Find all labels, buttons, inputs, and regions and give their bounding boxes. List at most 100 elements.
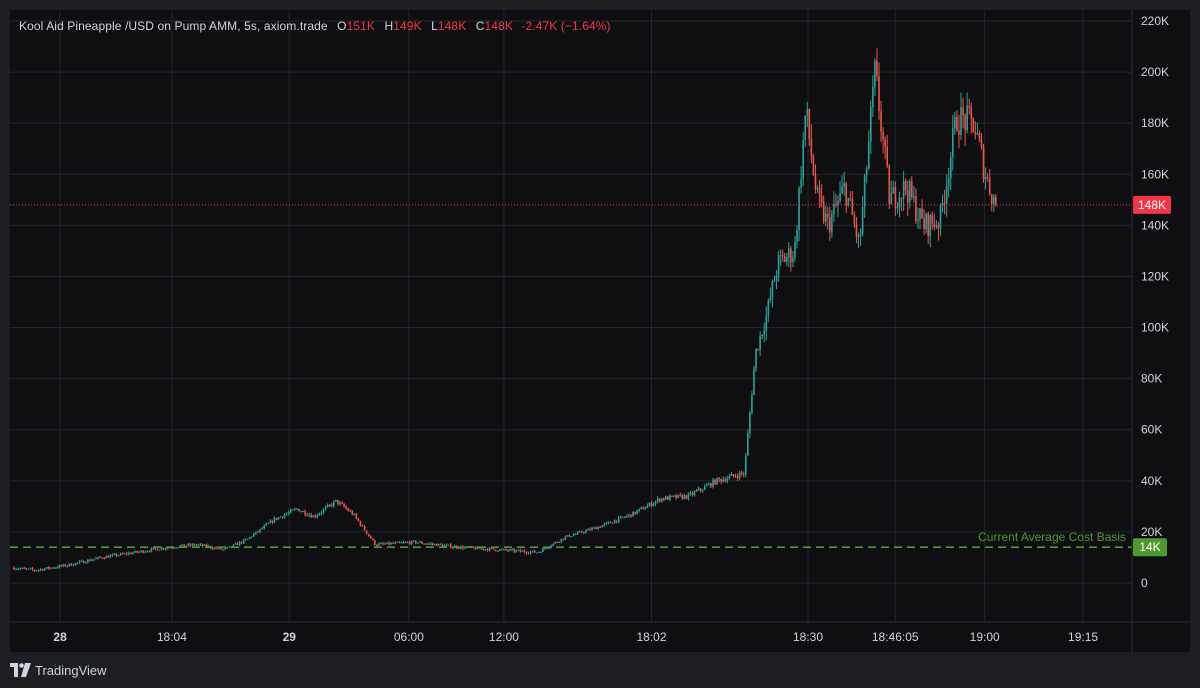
- candle-body: [353, 514, 356, 516]
- candle-body: [572, 534, 575, 537]
- y-tick-label: 220K: [1141, 14, 1169, 28]
- candle-body: [214, 547, 216, 549]
- candle-body: [816, 188, 819, 190]
- cost-basis-badge: [1133, 538, 1167, 557]
- open-value: 151K: [346, 19, 375, 33]
- y-tick-label: 60K: [1141, 423, 1162, 437]
- candle-body: [382, 543, 384, 545]
- candle-body: [896, 207, 899, 209]
- candle-body: [99, 556, 101, 558]
- candle-body: [144, 551, 147, 553]
- candle-body: [617, 517, 620, 522]
- candle-body: [82, 560, 85, 563]
- candle-body: [872, 86, 874, 107]
- candle-body: [792, 257, 794, 263]
- candle-body: [677, 494, 679, 498]
- tradingview-footer[interactable]: TradingView: [10, 660, 107, 680]
- candle-body: [794, 242, 796, 258]
- candle-body: [535, 552, 538, 554]
- candle-body: [70, 563, 73, 566]
- candle-body: [134, 550, 136, 553]
- candle-body: [361, 525, 364, 527]
- candle-body: [697, 488, 700, 491]
- candle-body: [324, 507, 327, 510]
- candle-body: [656, 498, 659, 502]
- candle-body: [203, 544, 206, 546]
- candle-body: [140, 550, 142, 552]
- candle-body: [585, 530, 587, 533]
- y-tick-label: 180K: [1141, 116, 1169, 130]
- candle-body: [753, 368, 755, 396]
- candle-body: [115, 554, 118, 556]
- candle-body: [644, 507, 647, 510]
- candle-body: [884, 139, 886, 147]
- candle-body: [412, 540, 415, 542]
- candle-body: [60, 565, 62, 567]
- x-tick-label: 28: [53, 630, 67, 644]
- candle-body: [142, 550, 144, 553]
- candle-body: [847, 198, 850, 206]
- candle-body: [935, 225, 938, 228]
- candle-body: [701, 489, 704, 491]
- candle-body: [310, 514, 313, 518]
- candle-body: [52, 567, 54, 569]
- candle-body: [865, 168, 868, 176]
- candle-body: [581, 531, 583, 533]
- candle-body: [437, 543, 440, 546]
- close-value: 148K: [484, 19, 513, 33]
- candle-body: [380, 543, 382, 545]
- candle-body: [121, 553, 124, 555]
- candle-body: [482, 548, 485, 550]
- brand-name: TradingView: [35, 662, 107, 678]
- candle-body: [224, 548, 226, 550]
- chart-panel[interactable]: 148K Current Average Cost Basis 14K 0 20K 40…: [10, 10, 1190, 652]
- candle-body: [76, 562, 79, 564]
- candle-body: [113, 554, 116, 556]
- candle-body: [244, 539, 247, 541]
- candle-body: [89, 559, 91, 561]
- candle-body: [558, 541, 561, 543]
- candle-body: [732, 474, 735, 476]
- price-change: -2.47K (−1.64%): [521, 19, 611, 33]
- candle-body: [490, 548, 493, 550]
- candle-body: [706, 485, 708, 487]
- candle-body: [978, 133, 981, 140]
- candle-body: [546, 548, 548, 550]
- candle-body: [665, 496, 667, 500]
- candle-body: [507, 550, 509, 552]
- candle-body: [761, 334, 763, 337]
- candle-body: [867, 141, 870, 169]
- candle-body: [671, 495, 673, 497]
- candle-body: [595, 527, 597, 530]
- candle-body: [228, 546, 231, 548]
- candle-body: [378, 543, 380, 546]
- candle-body: [341, 502, 343, 504]
- x-tick-label: 19:15: [1068, 630, 1098, 644]
- candle-body: [25, 568, 28, 570]
- candle-body: [322, 509, 325, 513]
- candle-body: [960, 107, 962, 135]
- candle-body: [279, 516, 282, 518]
- candle-body: [976, 133, 979, 135]
- candle-body: [173, 547, 175, 549]
- y-tick-label: 20K: [1141, 525, 1162, 539]
- candle-body: [154, 548, 157, 550]
- candle-body: [632, 511, 634, 517]
- candle-body: [982, 147, 985, 180]
- candle-body: [240, 541, 243, 544]
- candle-body: [650, 502, 653, 506]
- candle-body: [263, 525, 265, 529]
- candle-body: [91, 560, 93, 562]
- candle-body: [156, 548, 159, 551]
- candle-body: [447, 544, 450, 546]
- candle-body: [908, 181, 911, 203]
- candle-body: [523, 550, 526, 553]
- candle-body: [962, 107, 964, 116]
- candle-body: [583, 532, 585, 534]
- candle-body: [349, 510, 351, 512]
- price-chart[interactable]: 148K Current Average Cost Basis 14K 0 20K 40…: [10, 10, 1190, 652]
- candle-body: [593, 527, 595, 529]
- candle-body: [990, 194, 993, 204]
- candle-body: [923, 218, 925, 230]
- candle-body: [636, 510, 638, 514]
